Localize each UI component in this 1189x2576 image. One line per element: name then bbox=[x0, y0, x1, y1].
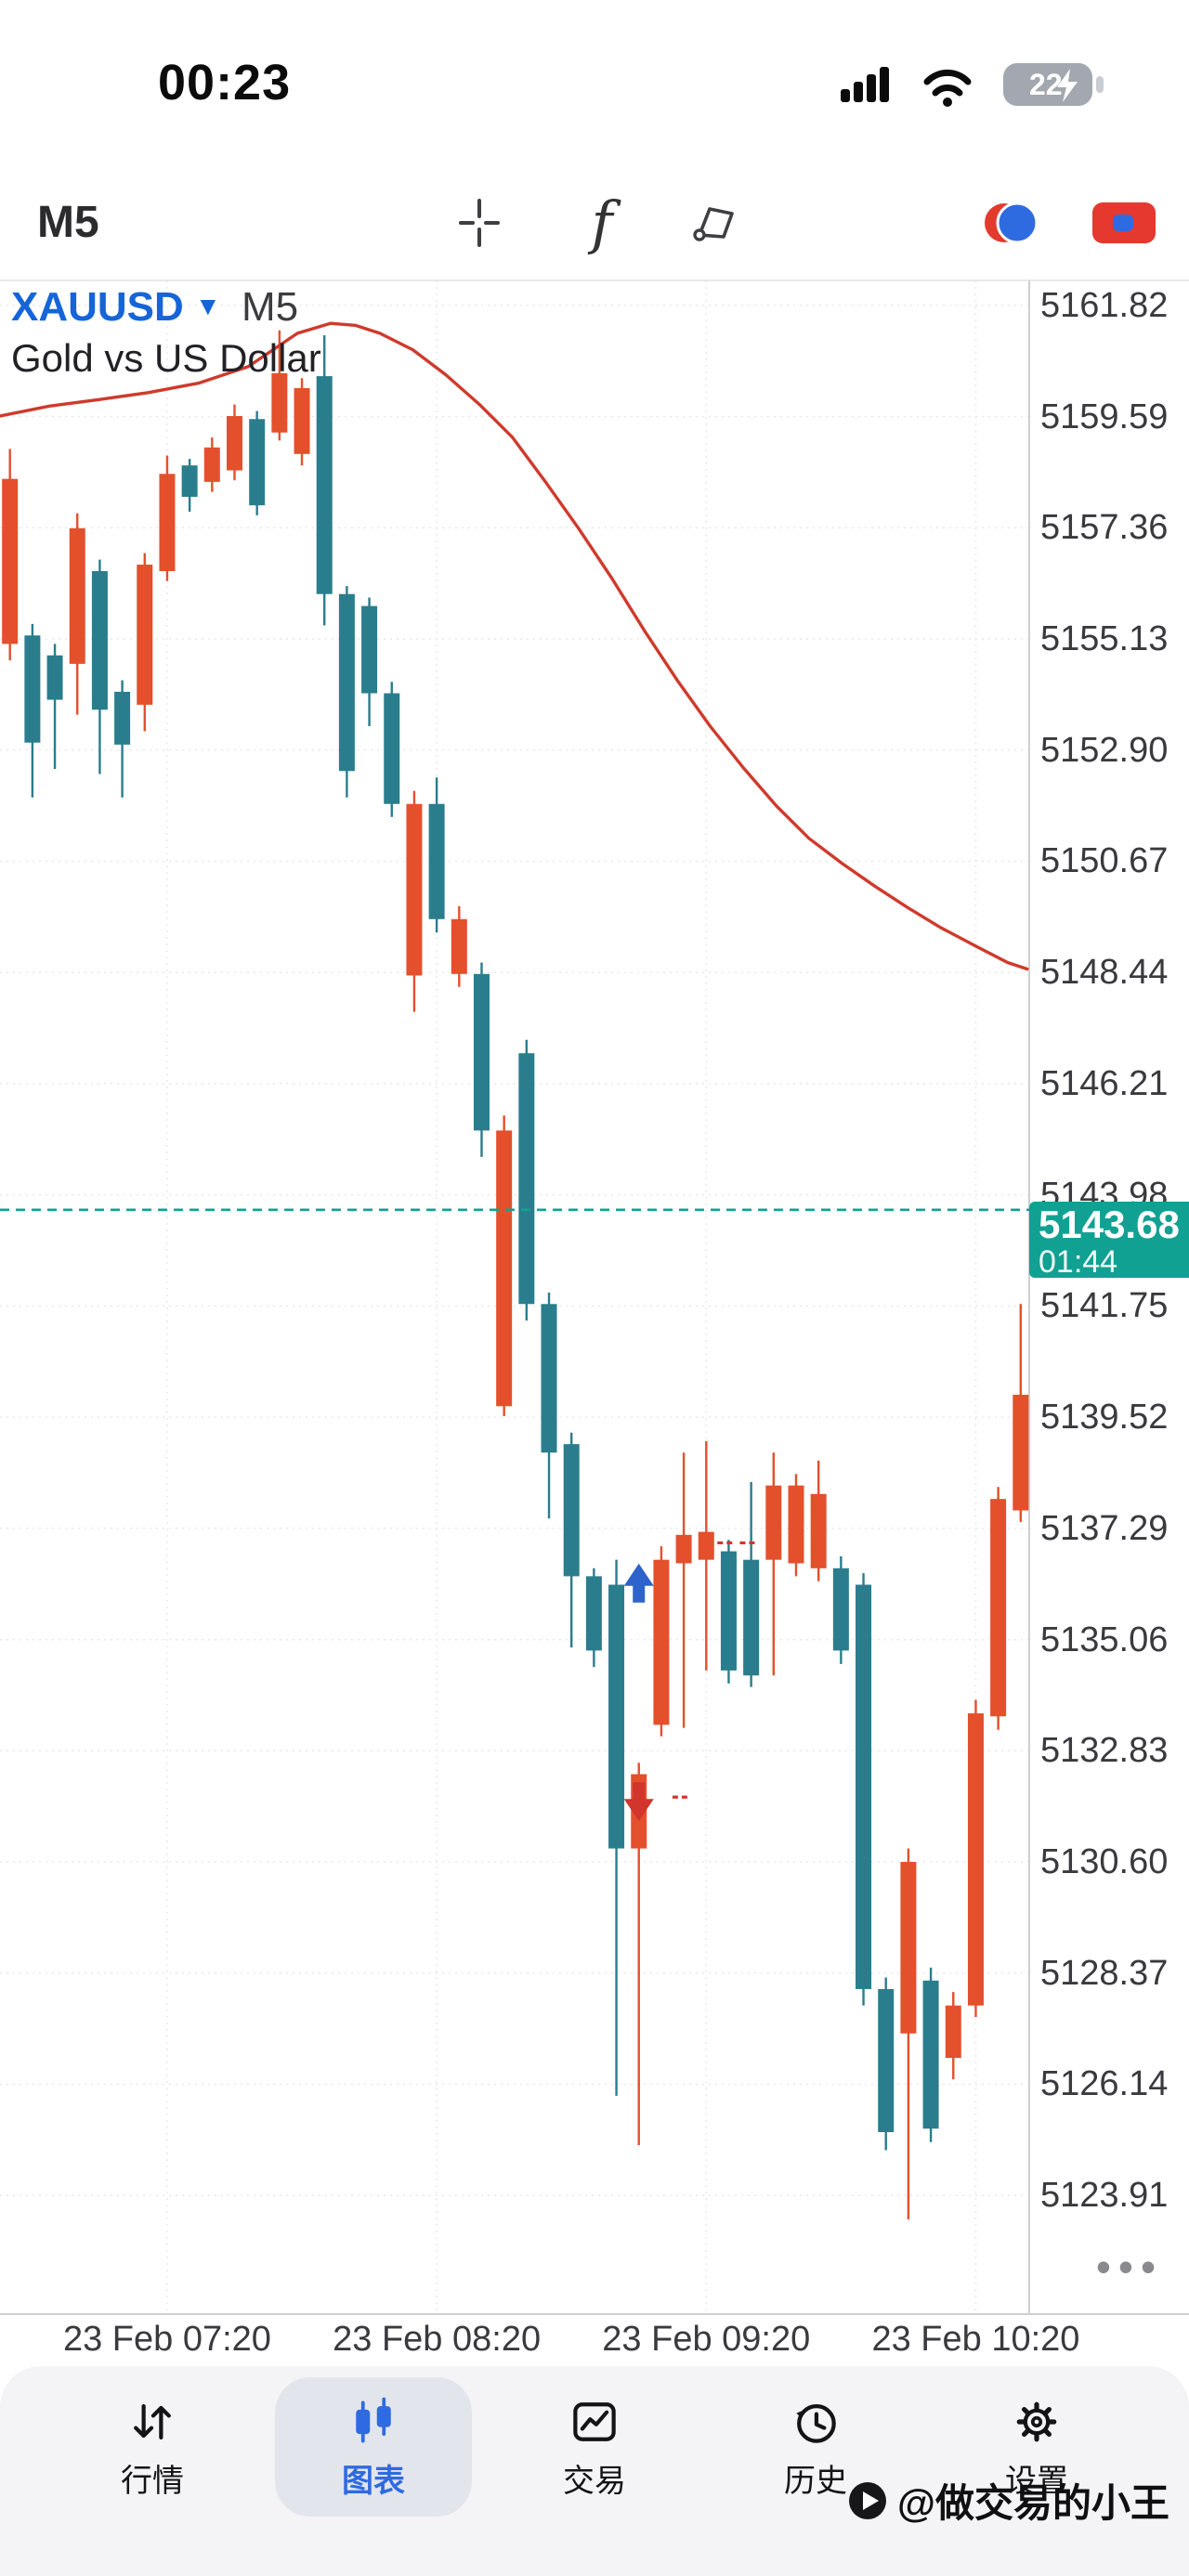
symbol-name: XAUUSD bbox=[11, 284, 184, 330]
price-tick-label: 5150.67 bbox=[1040, 841, 1169, 881]
price-tick-label: 5137.29 bbox=[1040, 1508, 1169, 1548]
time-axis: 23 Feb 07:20 23 Feb 08:20 23 Feb 09:20 23 F… bbox=[0, 2320, 1189, 2362]
svg-text:22: 22 bbox=[1029, 68, 1063, 101]
price-tick-label: 5157.36 bbox=[1040, 508, 1169, 548]
tab-trade-label: 交易 bbox=[563, 2463, 626, 2499]
price-tick-label: 5126.14 bbox=[1040, 2064, 1169, 2104]
price-tick-label: 5155.13 bbox=[1040, 619, 1169, 659]
recording-indicator[interactable] bbox=[1085, 184, 1163, 262]
tab-settings-label: 设置 bbox=[1005, 2463, 1068, 2499]
objects-button[interactable] bbox=[676, 184, 754, 262]
current-price-value: 5143.68 bbox=[1039, 1202, 1180, 1246]
bottom-nav: 行情 图表 交易 历史 bbox=[28, 2377, 1161, 2526]
record-icon bbox=[1092, 202, 1156, 243]
price-tick-label: 5146.21 bbox=[1040, 1063, 1169, 1103]
header-timeframe: M5 bbox=[241, 284, 299, 330]
tab-history-label: 历史 bbox=[784, 2463, 847, 2499]
trade-icon bbox=[573, 2401, 616, 2441]
watermark: @做交易的小王 bbox=[847, 2472, 1169, 2529]
tab-quotes[interactable]: 行情 bbox=[54, 2377, 251, 2517]
buy-arrow-marker bbox=[623, 1563, 654, 1603]
wifi-icon bbox=[923, 69, 972, 107]
price-tick-label: 5159.59 bbox=[1040, 397, 1169, 436]
bottom-sheet bbox=[0, 2366, 1189, 2576]
symbol-description: Gold vs US Dollar bbox=[11, 336, 321, 380]
price-axis: 5161.82 5159.59 5157.36 5155.13 5152.90 5150.… bbox=[1029, 0, 1189, 2314]
crosshair-button[interactable] bbox=[440, 184, 518, 262]
bar-countdown: 01:44 bbox=[1039, 1243, 1118, 1280]
axis-more-indicator: ••• bbox=[1095, 2243, 1164, 2291]
watermark-logo-icon bbox=[849, 2481, 886, 2519]
gear-icon bbox=[1016, 2401, 1057, 2441]
time-tick-label: 23 Feb 07:20 bbox=[62, 2320, 271, 2359]
price-tick-label: 5135.06 bbox=[1040, 1620, 1169, 1659]
price-tick-label: 5130.60 bbox=[1040, 1842, 1169, 1882]
status-time: 00:23 bbox=[158, 55, 292, 111]
history-clock-icon bbox=[796, 2403, 836, 2443]
chevron-down-icon: ▼ bbox=[195, 292, 221, 320]
time-tick-label: 23 Feb 10:20 bbox=[871, 2320, 1080, 2359]
tab-charts[interactable]: 图表 bbox=[275, 2377, 472, 2517]
pie-icon bbox=[985, 202, 1039, 244]
battery-icon: 22 bbox=[1003, 63, 1104, 106]
sell-arrow-marker bbox=[623, 1782, 654, 1822]
candles-icon bbox=[356, 2397, 391, 2442]
tab-charts-label: 图表 bbox=[342, 2463, 405, 2499]
quotes-arrows-icon bbox=[134, 2403, 171, 2439]
watermark-text: @做交易的小王 bbox=[897, 2481, 1169, 2525]
price-tick-label: 5148.44 bbox=[1040, 953, 1169, 993]
symbol-selector[interactable]: XAUUSD ▼ M5 bbox=[11, 284, 298, 331]
time-tick-label: 23 Feb 09:20 bbox=[602, 2320, 811, 2359]
crosshair-icon bbox=[459, 199, 500, 247]
current-price-badge: 5143.68 01:44 bbox=[1029, 1201, 1189, 1280]
price-tick-label: 5139.52 bbox=[1040, 1398, 1169, 1438]
chart-mode-button[interactable] bbox=[973, 184, 1052, 262]
price-tick-label: 5123.91 bbox=[1040, 2176, 1169, 2216]
time-tick-label: 23 Feb 08:20 bbox=[333, 2320, 542, 2359]
indicators-button[interactable]: f bbox=[563, 184, 641, 262]
signal-icon bbox=[841, 67, 889, 102]
tab-settings[interactable]: 设置 bbox=[938, 2377, 1135, 2517]
price-tick-label: 5141.75 bbox=[1040, 1286, 1169, 1326]
price-tick-label: 5132.83 bbox=[1040, 1731, 1169, 1771]
tab-trade[interactable]: 交易 bbox=[496, 2377, 693, 2517]
objects-icon bbox=[693, 207, 734, 241]
tab-quotes-label: 行情 bbox=[121, 2463, 184, 2499]
price-tick-label: 5128.37 bbox=[1040, 1953, 1169, 1993]
tab-history[interactable]: 历史 bbox=[717, 2377, 914, 2517]
function-icon: f bbox=[591, 189, 613, 256]
price-tick-label: 5161.82 bbox=[1040, 285, 1169, 325]
status-icons: 22 bbox=[817, 54, 1124, 113]
price-tick-label: 5152.90 bbox=[1040, 730, 1169, 770]
timeframe-label[interactable]: M5 bbox=[37, 198, 99, 247]
